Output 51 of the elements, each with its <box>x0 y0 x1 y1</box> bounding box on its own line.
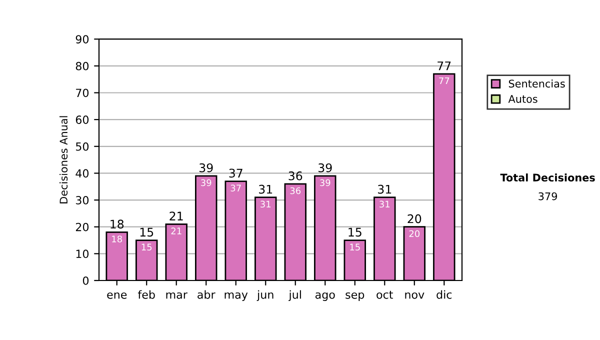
data-label: 20 <box>409 230 420 238</box>
data-label: 37 <box>230 184 241 192</box>
total-label: 15 <box>140 228 154 237</box>
data-label: 77 <box>439 77 450 84</box>
total-label: 31 <box>259 184 272 194</box>
total-label: 15 <box>348 228 362 237</box>
total-label: 21 <box>170 212 183 220</box>
text: Total Decisiones <box>500 173 595 182</box>
legend-label: Sentencias <box>508 80 565 88</box>
y-tick-label: 50 <box>76 142 89 151</box>
y-tick-label: 70 <box>76 88 89 98</box>
data-label: 18 <box>112 236 122 242</box>
data-label: 39 <box>201 179 212 186</box>
y-tick-label: 40 <box>76 169 89 178</box>
data-label: 31 <box>380 200 390 208</box>
legend-label: Autos <box>508 95 538 103</box>
y-tick-label: 90 <box>76 35 89 44</box>
x-tick-label: jul <box>288 290 301 301</box>
y-tick-label: 60 <box>76 116 89 124</box>
y-tick-label: 0 <box>82 276 89 285</box>
total-label: 39 <box>200 163 213 172</box>
x-tick-label: oct <box>376 290 394 299</box>
data-label: 21 <box>171 228 182 234</box>
data-label: 15 <box>142 244 152 250</box>
total-label: 39 <box>318 163 332 172</box>
x-tick-label: abr <box>198 290 216 299</box>
x-tick-label: dic <box>436 290 452 299</box>
y-tick-label: 30 <box>76 196 89 204</box>
total-label: 36 <box>288 171 302 180</box>
x-tick-label: mar <box>166 292 188 299</box>
x-tick-label: sep <box>346 292 364 301</box>
x-tick-label: ago <box>315 292 335 301</box>
y-tick-label: 20 <box>76 222 89 232</box>
total-label: 20 <box>408 214 422 224</box>
total-label: 31 <box>378 184 392 194</box>
text: 379 <box>538 192 558 200</box>
total-label: 18 <box>110 220 124 229</box>
y-axis-title: Decisiones Anual <box>60 116 68 204</box>
y-tick-label: 80 <box>76 62 89 70</box>
total-label: 37 <box>229 168 242 178</box>
data-label: 31 <box>260 200 271 208</box>
total-label: 77 <box>438 62 451 70</box>
x-tick-label: may <box>224 292 248 301</box>
data-label: 39 <box>320 179 330 186</box>
data-label: 36 <box>290 187 301 194</box>
data-label: 15 <box>350 244 360 250</box>
y-tick-label: 10 <box>76 250 89 258</box>
x-tick-label: jun <box>256 290 274 301</box>
x-tick-label: nov <box>405 292 424 299</box>
x-tick-label: ene <box>107 292 127 299</box>
x-tick-label: feb <box>138 290 155 299</box>
